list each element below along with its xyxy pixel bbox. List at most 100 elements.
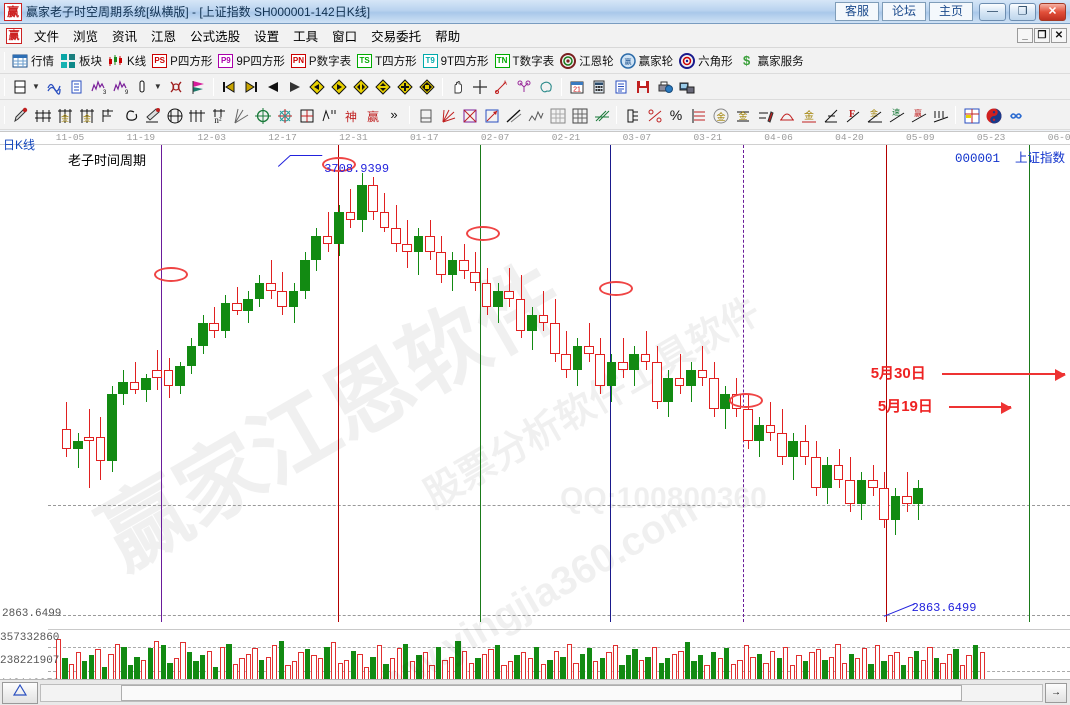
tool-notes[interactable]	[610, 78, 632, 96]
draw-gann-red[interactable]: 赢	[907, 106, 929, 124]
menu-tools[interactable]: 工具	[293, 30, 319, 44]
menu-formula[interactable]: 公式选股	[190, 30, 241, 44]
volume-pane[interactable]	[48, 629, 1070, 679]
draw-grid-gray[interactable]	[546, 106, 568, 124]
draw-fork-lines[interactable]	[31, 106, 53, 124]
tool-t-number-table[interactable]: TN T数字表	[492, 52, 558, 70]
chart-area[interactable]: 11-05 11-19 12-03 12-17 12-31 01-17 02-07 02-21…	[0, 131, 1070, 679]
tool-winner-service[interactable]: $ 赢家服务	[736, 52, 807, 70]
draw-pen-tool[interactable]	[753, 106, 775, 124]
draw-shen[interactable]: 神	[339, 106, 361, 124]
mdi-minimize-button[interactable]: _	[1017, 28, 1033, 43]
tool-scribble[interactable]	[43, 78, 65, 96]
menu-file[interactable]: 文件	[34, 30, 60, 44]
customer-service-button[interactable]: 客服	[834, 2, 879, 21]
infinity-button[interactable]	[1004, 106, 1026, 124]
draw-ying[interactable]: 赢	[361, 106, 383, 124]
draw-arc-red[interactable]	[775, 106, 797, 124]
tool-quotes[interactable]: 行情	[9, 52, 57, 70]
draw-angle-lines[interactable]	[819, 106, 841, 124]
tool-kline[interactable]: K线	[105, 52, 149, 70]
tool-t-square[interactable]: TS T四方形	[354, 52, 420, 70]
menu-news[interactable]: 资讯	[112, 30, 138, 44]
tool-brain[interactable]	[535, 78, 557, 96]
tool-winner-wheel[interactable]: 赢 赢家轮	[617, 52, 677, 70]
mdi-close-button[interactable]: ✕	[1051, 28, 1067, 43]
tool-gann-wheel[interactable]: 江恩轮	[557, 52, 617, 70]
menu-window[interactable]: 窗口	[332, 30, 358, 44]
tool-shift-right[interactable]	[328, 78, 350, 96]
tool-play-forward[interactable]	[284, 78, 306, 96]
menu-browse[interactable]: 浏览	[73, 30, 99, 44]
scroll-right-button[interactable]: →	[1045, 682, 1067, 703]
period-selector[interactable]: ▼	[9, 78, 43, 96]
tool-sectors[interactable]: 板块	[57, 52, 105, 70]
draw-gold-red[interactable]: 金	[797, 106, 819, 124]
tool-wave-3[interactable]: 3	[87, 78, 109, 96]
tool-play-back[interactable]	[262, 78, 284, 96]
draw-pen[interactable]	[9, 106, 31, 124]
draw-box-red[interactable]	[295, 106, 317, 124]
horizontal-scrollbar[interactable]	[40, 683, 1043, 702]
maximize-button[interactable]: ❐	[1009, 2, 1036, 21]
yinyang-button[interactable]	[982, 106, 1004, 124]
menu-trade[interactable]: 交易委托	[371, 30, 422, 44]
tool-first-frame[interactable]	[218, 78, 240, 96]
forum-button[interactable]: 论坛	[881, 2, 926, 21]
tool-save[interactable]	[632, 78, 654, 96]
tool-print[interactable]	[654, 78, 676, 96]
draw-gold-circle[interactable]: 金	[709, 106, 731, 124]
draw-target-circle[interactable]	[251, 106, 273, 124]
tool-calculator[interactable]	[588, 78, 610, 96]
draw-n2-grid[interactable]: n²	[207, 106, 229, 125]
tool-hand[interactable]	[447, 78, 469, 96]
draw-grid-dark[interactable]	[568, 106, 590, 124]
draw-gold-grid-2[interactable]: 金	[75, 106, 97, 124]
tool-9t-square[interactable]: T9 9T四方形	[420, 52, 492, 70]
chart-type-button[interactable]	[2, 681, 38, 704]
tool-shift-left[interactable]	[306, 78, 328, 96]
draw-four-lines[interactable]	[929, 106, 951, 124]
close-button[interactable]: ✕	[1039, 2, 1066, 21]
draw-spiral[interactable]	[119, 106, 141, 124]
tool-expand-horiz[interactable]	[350, 78, 372, 96]
draw-pen-grid[interactable]	[141, 106, 163, 124]
draw-percent[interactable]: %	[665, 106, 687, 124]
draw-gold-angle[interactable]: 金	[863, 106, 885, 124]
tool-crosshair[interactable]	[469, 78, 491, 96]
menu-help[interactable]: 帮助	[435, 30, 461, 44]
draw-speed-lines[interactable]: 速	[885, 106, 907, 124]
draw-frame[interactable]	[414, 106, 436, 124]
draw-circle-grid[interactable]	[163, 106, 185, 124]
tool-tree[interactable]	[513, 78, 535, 96]
scrollbar-thumb[interactable]	[121, 684, 962, 701]
tool-9p-square[interactable]: P9 9P四方形	[215, 52, 288, 70]
tool-export[interactable]	[676, 78, 698, 96]
tool-hexagon[interactable]: 六角形	[676, 52, 736, 70]
homepage-button[interactable]: 主页	[928, 2, 973, 21]
draw-target-star[interactable]	[273, 106, 295, 124]
menu-settings[interactable]: 设置	[254, 30, 280, 44]
draw-vk-lines[interactable]	[317, 106, 339, 124]
tool-thermometer[interactable]: ▼	[131, 78, 165, 96]
tool-document[interactable]	[65, 78, 87, 96]
tool-cross-zoom[interactable]	[394, 78, 416, 96]
menu-gann[interactable]: 江恩	[151, 30, 177, 44]
draw-hash-lines[interactable]	[185, 106, 207, 124]
mdi-restore-button[interactable]: ❐	[1034, 28, 1050, 43]
tool-angle-a[interactable]: A	[491, 78, 513, 96]
draw-zigzag[interactable]	[524, 106, 546, 124]
tool-knot[interactable]	[165, 78, 187, 96]
tool-p-square[interactable]: PS P四方形	[149, 52, 215, 70]
tool-expand-vert[interactable]	[372, 78, 394, 96]
tool-wave-9[interactable]: 9	[109, 78, 131, 96]
draw-percent-red[interactable]	[643, 106, 665, 124]
draw-ruler[interactable]	[621, 106, 643, 124]
draw-box-arrow[interactable]	[480, 106, 502, 124]
draw-fan-red[interactable]	[436, 106, 458, 124]
draw-gold-grid-1[interactable]: 金	[53, 106, 75, 124]
minimize-button[interactable]: —	[979, 2, 1006, 21]
tool-calendar[interactable]: 21	[566, 78, 588, 96]
draw-percent-grid[interactable]	[687, 106, 709, 124]
draw-slash-lines[interactable]	[590, 106, 612, 124]
